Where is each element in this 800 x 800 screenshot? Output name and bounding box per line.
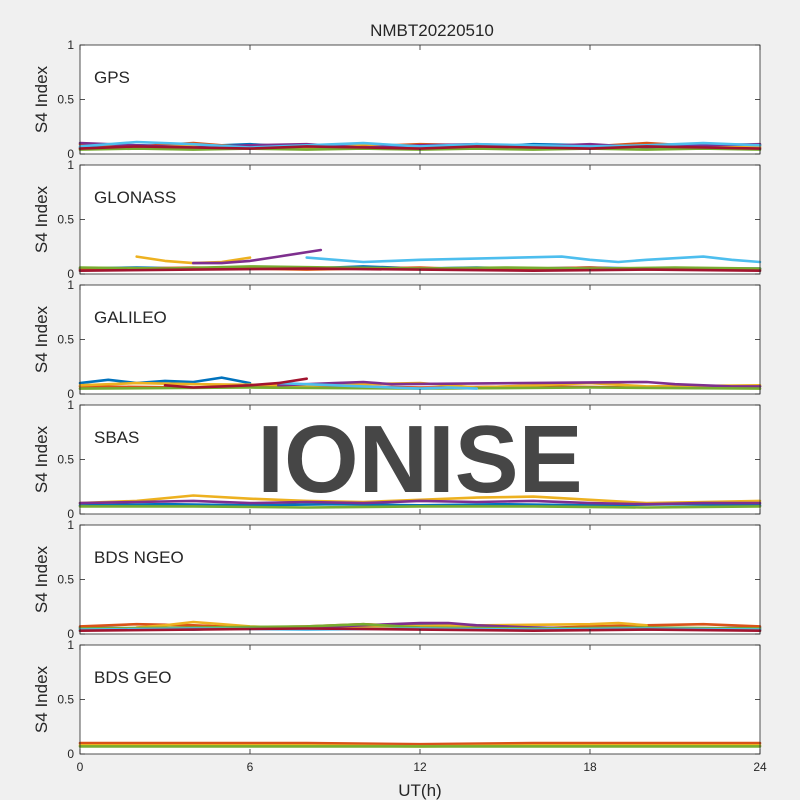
y-axis-label: S4 Index [32,65,51,133]
x-tick-label: 12 [413,760,427,774]
y-axis-label: S4 Index [32,425,51,493]
series-line-7 [78,145,762,150]
y-tick-label: 0 [67,147,74,161]
series-line-6 [305,255,762,264]
y-tick-label: 0 [67,507,74,521]
axes-background [80,165,760,274]
series-line-3 [78,499,762,506]
y-tick-label: 0.5 [57,333,74,347]
axes-background [80,45,760,154]
series-line-1 [78,741,762,746]
x-tick-label: 24 [753,760,767,774]
axes-background [80,285,760,394]
series-line-1 [78,376,252,385]
y-tick-label: 1 [67,38,74,52]
y-axis-label: S4 Index [32,665,51,733]
y-tick-label: 0 [67,627,74,641]
panel-bds-geo: 0 0.5 1 0 6 12 18 24 BDS GEO S4 Index [32,638,767,774]
panel-label: SBAS [94,428,139,447]
chart-title: NMBT20220510 [370,21,494,40]
x-axis-label: UT(h) [398,781,441,800]
series-line-4 [192,248,323,265]
y-axis-label: S4 Index [32,545,51,613]
y-axis-label: S4 Index [32,185,51,253]
x-tick-label: 18 [583,760,597,774]
y-tick-label: 0 [67,747,74,761]
axes-background [80,645,760,754]
axes-background [80,525,760,634]
y-tick-label: 0.5 [57,213,74,227]
panel-label: GALILEO [94,308,167,327]
panel-gps: 0 0.5 1 GPS S4 Index [32,38,762,161]
y-tick-label: 1 [67,518,74,532]
panel-label: GPS [94,68,130,87]
series-line-4 [78,505,762,509]
panel-bds-ngeo: 0 0.5 1 BDS NGEO S4 Index [32,518,762,641]
y-tick-label: 0 [67,387,74,401]
watermark: IONISE [257,406,582,513]
panel-label: BDS GEO [94,668,171,687]
y-tick-label: 1 [67,638,74,652]
y-axis-label: S4 Index [32,305,51,373]
series-line-3 [78,381,762,389]
series-line-6 [276,381,479,390]
y-tick-label: 1 [67,278,74,292]
y-tick-label: 1 [67,158,74,172]
y-tick-label: 0.5 [57,693,74,707]
series-line-7 [163,377,309,389]
panel-glonass: 0 0.5 1 GLONASS S4 Index [32,158,762,281]
y-tick-label: 0 [67,267,74,281]
panel-label: GLONASS [94,188,176,207]
y-tick-label: 0.5 [57,93,74,107]
x-tick-label: 6 [247,760,254,774]
panels: 0 0.5 1 GPS S4 Index 0 0.5 1 GLONASS S4 Index 0 0.5… [32,38,767,774]
panel-sbas: 0 0.5 1 SBAS S4 Index [32,398,762,521]
y-tick-label: 0.5 [57,453,74,467]
y-tick-label: 0.5 [57,573,74,587]
panel-label: BDS NGEO [94,548,184,567]
y-tick-label: 1 [67,398,74,412]
x-tick-label: 0 [77,760,84,774]
panel-galileo: 0 0.5 1 GALILEO S4 Index [32,278,762,401]
